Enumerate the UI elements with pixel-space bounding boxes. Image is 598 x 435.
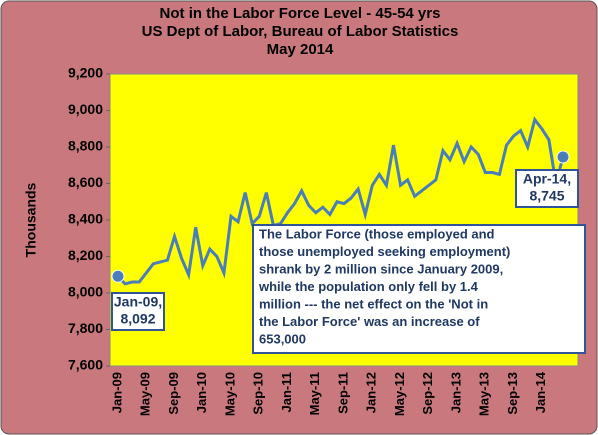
x-tick-label: Jan-12 (364, 372, 379, 413)
y-tick-label: 7,800 (68, 320, 103, 336)
x-tick-label: May-11 (307, 372, 322, 415)
callout-text: 653,000 (259, 331, 306, 346)
callout-text: while the population only fell by 1.4 (258, 279, 479, 294)
callout-text: shrank by 2 million since January 2009, (259, 261, 503, 276)
callout-text: those unemployed seeking employment) (259, 244, 510, 259)
callout-text: The Labor Force (those employed and (259, 226, 495, 241)
chart-title: US Dept of Labor, Bureau of Labor Statis… (142, 23, 459, 40)
x-tick-label: Jan-11 (279, 372, 294, 412)
x-tick-label: May-09 (138, 372, 153, 416)
x-tick-label: Jan-14 (533, 371, 548, 413)
callout-text: 8,745 (529, 188, 564, 204)
callout-text: Apr-14, (523, 171, 571, 187)
callout-box (111, 292, 165, 331)
x-tick-label: May-13 (477, 372, 492, 416)
data-line (116, 116, 565, 286)
y-tick-label: 8,600 (68, 174, 103, 190)
chart-title: May 2014 (267, 41, 334, 58)
chart-title: Not in the Labor Force Level - 45-54 yrs (160, 5, 441, 22)
x-tick-label: Sep-10 (251, 372, 266, 415)
callout-text: Jan-09, (114, 294, 162, 310)
end-marker (111, 269, 125, 283)
callout-box (252, 224, 586, 354)
x-tick-label: Jan-09 (109, 372, 124, 413)
y-tick-label: 9,200 (68, 65, 103, 81)
y-axis-label: Thousands (23, 182, 39, 257)
y-tick-label: 8,200 (68, 247, 103, 263)
x-tick-label: Jan-10 (194, 372, 209, 413)
x-tick-label: May-10 (222, 372, 237, 416)
y-tick-label: 9,000 (68, 101, 103, 117)
callout-box (515, 169, 579, 208)
callout-text: the Labor Force' was an increase of (259, 314, 480, 329)
x-tick-label: Sep-12 (420, 372, 435, 415)
y-tick-label: 8,400 (68, 211, 103, 227)
x-tick-label: May-12 (392, 372, 407, 416)
x-tick-label: Sep-09 (166, 372, 181, 415)
y-tick-label: 8,000 (68, 284, 103, 300)
callout-text: million --- the net effect on the 'Not i… (259, 296, 488, 311)
y-tick-label: 7,600 (68, 357, 103, 373)
x-tick-label: Jan-13 (448, 372, 463, 413)
x-tick-label: Sep-11 (335, 372, 350, 414)
x-tick-label: Sep-13 (505, 372, 520, 415)
end-marker (556, 150, 570, 164)
callout-text: 8,092 (120, 311, 155, 327)
y-tick-label: 8,800 (68, 138, 103, 154)
